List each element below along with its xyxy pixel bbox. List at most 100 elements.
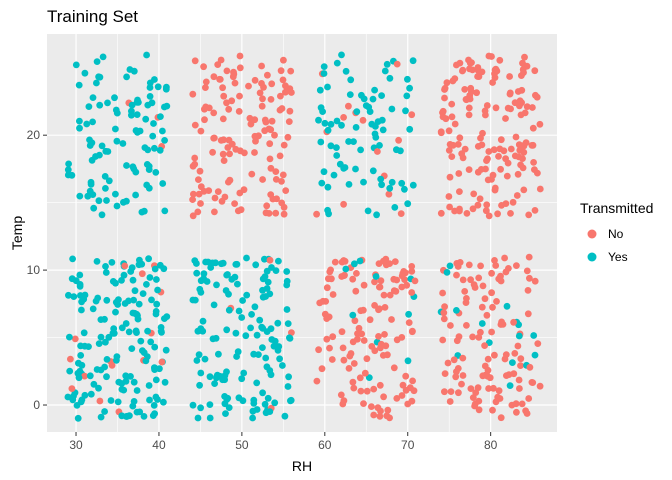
point-no xyxy=(463,322,470,329)
point-yes xyxy=(530,332,538,339)
point-no xyxy=(459,372,467,379)
point-no xyxy=(402,372,410,380)
point-yes xyxy=(143,281,150,288)
point-no xyxy=(448,100,456,108)
point-yes xyxy=(324,83,331,91)
point-no xyxy=(488,269,495,277)
point-no xyxy=(491,257,498,264)
point-no xyxy=(465,166,473,174)
point-yes xyxy=(215,350,222,358)
point-yes xyxy=(371,130,379,138)
point-no xyxy=(474,143,482,150)
point-yes xyxy=(259,324,267,332)
point-yes xyxy=(86,136,93,144)
point-yes xyxy=(137,337,145,345)
point-no xyxy=(477,328,484,336)
point-no xyxy=(189,162,197,170)
point-no xyxy=(246,114,254,122)
point-no xyxy=(371,347,379,355)
point-no xyxy=(329,333,337,341)
point-yes xyxy=(189,401,197,409)
point-no xyxy=(392,287,400,295)
point-no xyxy=(256,89,264,97)
point-no xyxy=(458,380,465,388)
point-yes xyxy=(266,290,274,298)
point-no xyxy=(492,262,500,269)
point-no xyxy=(474,73,481,80)
point-no xyxy=(393,395,401,402)
point-yes xyxy=(126,66,134,73)
point-no xyxy=(228,97,236,105)
point-no xyxy=(474,384,482,392)
point-yes xyxy=(264,394,272,402)
point-no xyxy=(272,168,280,176)
point-yes xyxy=(262,354,270,362)
point-yes xyxy=(515,332,523,340)
point-yes xyxy=(118,386,126,393)
point-no xyxy=(530,159,537,166)
point-yes xyxy=(73,402,81,409)
point-yes xyxy=(272,267,280,274)
point-no xyxy=(268,80,276,88)
point-yes xyxy=(89,118,96,126)
point-yes xyxy=(402,107,409,115)
point-no xyxy=(483,201,491,209)
point-no xyxy=(513,262,520,269)
point-yes xyxy=(76,282,84,290)
point-yes xyxy=(97,333,105,341)
point-no xyxy=(514,342,522,350)
point-no xyxy=(245,82,252,90)
point-no xyxy=(209,148,217,156)
point-no xyxy=(469,205,477,213)
point-no xyxy=(516,97,524,105)
point-yes xyxy=(127,373,134,380)
point-yes xyxy=(145,184,153,192)
point-yes xyxy=(150,120,157,127)
point-yes xyxy=(321,119,329,127)
point-yes xyxy=(274,319,282,327)
point-no xyxy=(482,207,490,215)
point-yes xyxy=(90,380,98,388)
point-no xyxy=(278,178,285,185)
point-no xyxy=(463,210,471,217)
point-no xyxy=(210,73,218,81)
point-yes xyxy=(157,113,164,120)
point-yes xyxy=(249,407,257,415)
point-no xyxy=(272,176,280,183)
point-yes xyxy=(378,181,385,189)
point-yes xyxy=(161,207,169,215)
point-no xyxy=(475,334,483,341)
point-yes xyxy=(345,138,352,145)
point-yes xyxy=(206,414,214,422)
point-yes xyxy=(147,338,155,346)
x-tick-label: 50 xyxy=(235,438,249,452)
point-no xyxy=(521,53,528,61)
point-no xyxy=(497,321,505,328)
point-yes xyxy=(81,342,89,350)
point-yes xyxy=(261,255,268,263)
point-yes xyxy=(531,351,539,359)
point-no xyxy=(232,145,240,153)
point-yes xyxy=(93,258,101,265)
point-yes xyxy=(135,300,143,308)
point-yes xyxy=(160,398,167,406)
legend-label-yes: Yes xyxy=(608,250,628,264)
point-no xyxy=(191,121,199,129)
point-yes xyxy=(161,103,168,111)
point-yes xyxy=(103,373,110,381)
point-no xyxy=(456,188,463,196)
point-no xyxy=(448,113,456,121)
point-yes xyxy=(264,278,272,286)
point-no xyxy=(273,195,280,203)
point-no xyxy=(467,385,475,392)
point-no xyxy=(284,133,292,141)
point-yes xyxy=(78,396,86,404)
point-yes xyxy=(70,293,78,300)
point-no xyxy=(338,328,346,336)
point-no xyxy=(237,206,245,214)
point-yes xyxy=(99,53,107,61)
point-no xyxy=(197,183,205,191)
x-tick-label: 80 xyxy=(484,438,498,452)
point-yes xyxy=(352,124,360,131)
point-no xyxy=(409,377,416,385)
